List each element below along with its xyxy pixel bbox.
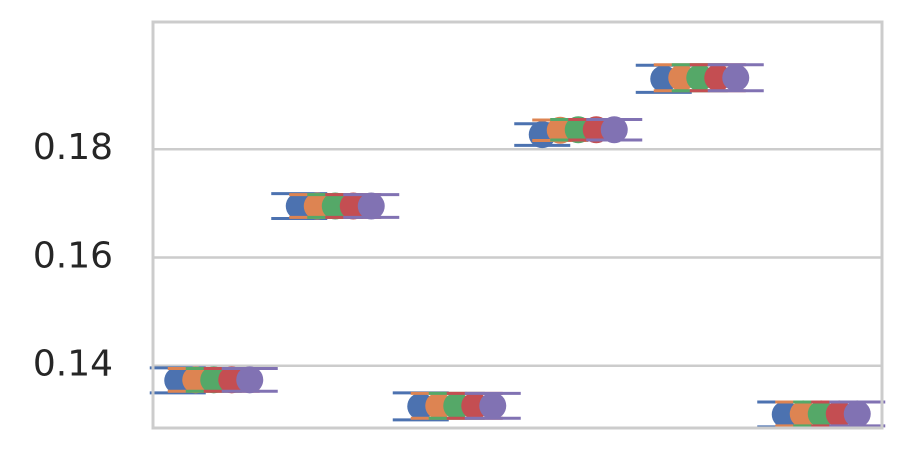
data-point	[357, 192, 385, 220]
y-tick-label: 0.16	[33, 235, 113, 276]
data-point	[722, 64, 750, 92]
data-point	[479, 392, 507, 420]
y-tick-label: 0.18	[33, 127, 113, 168]
y-tick-label: 0.14	[33, 344, 113, 385]
y-tick-labels: 0.14 0.16 0.18	[33, 127, 113, 385]
data-point	[843, 400, 871, 428]
data-marks	[149, 63, 886, 429]
data-point	[600, 116, 628, 144]
plot-frame	[151, 20, 884, 430]
grid-lines	[153, 147, 882, 367]
data-point	[236, 366, 264, 394]
